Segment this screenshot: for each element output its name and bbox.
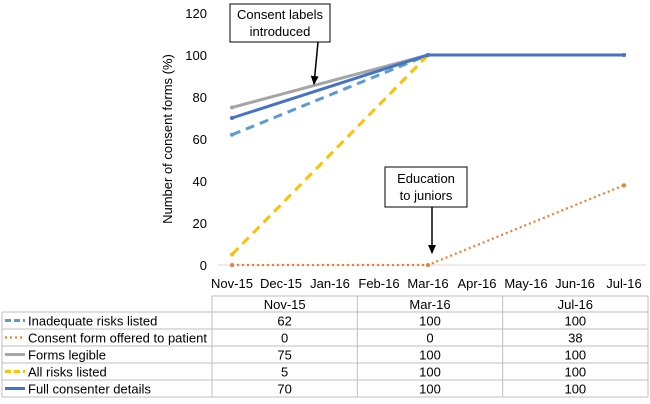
x-tick-label: Nov-15: [211, 276, 253, 291]
table-value-cell: 100: [419, 382, 441, 397]
table-header-cell: Jul-16: [558, 297, 593, 312]
table-series-label: Full consenter details: [28, 382, 151, 397]
table-series-label: Inadequate risks listed: [28, 314, 157, 329]
annotation-text: Consent labels: [237, 7, 323, 22]
table-value-cell: 100: [564, 382, 586, 397]
data-point: [230, 132, 234, 137]
table-value-cell: 0: [426, 331, 433, 346]
table-value-cell: 5: [281, 365, 288, 380]
y-tick-label: 100: [185, 48, 207, 63]
table-value-cell: 100: [564, 365, 586, 380]
annotation-text: to juniors: [400, 188, 453, 203]
annotation-text: Education: [397, 171, 455, 186]
table-value-cell: 38: [568, 331, 582, 346]
y-tick-label: 40: [193, 174, 207, 189]
table-value-cell: 100: [419, 314, 441, 329]
x-tick-label: Jun-16: [555, 276, 595, 291]
table-series-label: Consent form offered to patient: [28, 331, 207, 346]
table-value-cell: 70: [277, 382, 291, 397]
x-tick-label: Jul-16: [606, 276, 641, 291]
y-tick-label: 0: [200, 258, 207, 273]
y-tick-label: 20: [193, 216, 207, 231]
series-line-5: [231, 53, 624, 120]
annotation-box: [229, 3, 331, 43]
data-point: [622, 53, 626, 57]
y-tick-label: 80: [193, 90, 207, 105]
table-value-cell: 0: [281, 331, 288, 346]
series-line-1: [231, 53, 624, 137]
data-point: [230, 263, 234, 267]
x-tick-label: Mar-16: [407, 276, 448, 291]
annotation-text: introduced: [250, 24, 311, 39]
table-value-cell: 100: [564, 348, 586, 363]
x-tick-label: Dec-15: [260, 276, 302, 291]
data-point: [622, 183, 626, 188]
annotation-arrow: [310, 41, 319, 85]
table-header-cell: Mar-16: [409, 297, 450, 312]
annotation-box: [384, 166, 468, 208]
table-value-cell: 62: [277, 314, 291, 329]
y-axis-title: Number of consent forms (%): [160, 54, 175, 224]
x-tick-label: Feb-16: [358, 276, 399, 291]
table-value-cell: 100: [564, 314, 586, 329]
table-series-label: All risks listed: [28, 365, 107, 380]
y-tick-label: 60: [193, 132, 207, 147]
table-header-cell: Nov-15: [264, 297, 306, 312]
x-tick-label: Apr-16: [457, 276, 496, 291]
data-point: [230, 105, 234, 110]
y-tick-label: 120: [185, 6, 207, 21]
data-point: [230, 252, 234, 257]
series-line-4: [230, 53, 624, 256]
table-series-label: Forms legible: [28, 348, 106, 363]
data-point: [426, 263, 430, 267]
table-value-cell: 100: [419, 348, 441, 363]
data-point: [426, 53, 430, 57]
x-tick-label: May-16: [504, 276, 547, 291]
table-value-cell: 75: [277, 348, 291, 363]
x-tick-label: Jan-16: [310, 276, 350, 291]
table-value-cell: 100: [419, 365, 441, 380]
data-point: [230, 116, 234, 120]
